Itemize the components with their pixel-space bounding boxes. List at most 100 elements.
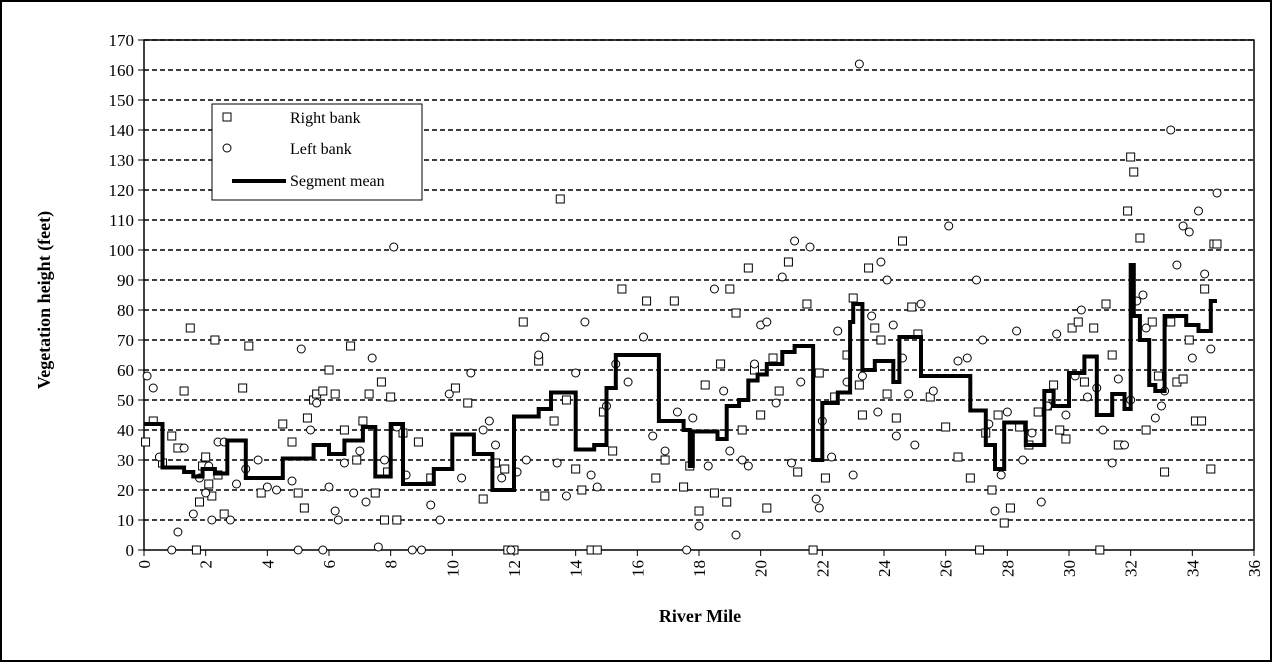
left-bank-point — [910, 440, 920, 450]
left-bank-point — [167, 545, 177, 555]
left-bank-point — [1027, 428, 1037, 438]
right-bank-point — [392, 515, 402, 525]
left-bank-point — [142, 371, 152, 381]
right-bank-point — [891, 413, 901, 423]
right-bank-point — [318, 386, 328, 396]
left-bank-point — [1052, 329, 1062, 339]
x-tick-label: 26 — [937, 560, 956, 577]
left-bank-point — [876, 257, 886, 267]
right-bank-point — [256, 488, 266, 498]
right-bank-point — [1129, 167, 1139, 177]
left-bank-point — [811, 494, 821, 504]
left-bank-point — [867, 311, 877, 321]
right-bank-point — [814, 368, 824, 378]
x-tick-label: 24 — [875, 560, 894, 578]
x-tick-label: 8 — [382, 560, 401, 569]
left-bank-point — [491, 440, 500, 450]
left-bank-point — [972, 275, 981, 285]
legend-left-bank: Left bank — [290, 141, 352, 158]
left-bank-point — [1138, 290, 1148, 300]
left-bank-point — [694, 521, 704, 531]
left-bank-point — [296, 344, 306, 354]
right-bank-point — [762, 503, 772, 513]
left-bank-point — [426, 500, 436, 510]
right-bank-point — [965, 473, 975, 483]
y-tick-label: 90 — [117, 271, 134, 290]
left-bank-point — [750, 359, 759, 369]
right-bank-point — [1079, 377, 1089, 387]
right-bank-point — [731, 308, 741, 318]
y-tick-label: 150 — [109, 91, 135, 110]
left-bank-point — [725, 446, 735, 456]
right-bank-point — [478, 494, 488, 504]
right-bank-point — [1073, 317, 1083, 327]
right-bank-point — [370, 488, 380, 498]
right-bank-point — [1061, 434, 1071, 444]
right-bank-point — [1212, 239, 1222, 249]
left-bank-point — [173, 527, 183, 537]
right-bank-point — [820, 473, 830, 483]
y-tick-label: 10 — [117, 511, 134, 530]
right-bank-point — [219, 509, 229, 519]
left-bank-point — [417, 545, 426, 555]
right-bank-point — [651, 473, 661, 483]
left-bank-point — [904, 389, 914, 399]
right-bank-point — [737, 425, 747, 435]
left-bank-point — [990, 506, 1000, 516]
left-bank-point — [367, 353, 377, 363]
y-tick-label: 30 — [117, 451, 134, 470]
right-bank-point — [694, 506, 704, 516]
right-bank-point — [898, 236, 907, 246]
right-bank-point — [1067, 323, 1077, 333]
left-bank-point — [312, 398, 322, 408]
left-bank-point — [953, 356, 963, 366]
right-bank-point — [774, 386, 784, 396]
left-bank-point — [361, 497, 371, 507]
legend-box — [211, 103, 423, 201]
right-bank-point — [540, 491, 550, 501]
left-bank-point — [355, 446, 365, 456]
y-tick-label: 170 — [109, 31, 135, 50]
left-bank-point — [787, 458, 796, 468]
right-bank-point — [953, 452, 963, 462]
right-bank-point — [1095, 545, 1105, 555]
left-bank-point — [466, 368, 476, 378]
left-bank-point — [339, 458, 349, 468]
y-tick-label: 70 — [117, 331, 134, 350]
right-bank-point — [376, 377, 386, 387]
right-bank-point — [167, 431, 177, 441]
x-tick-label: 36 — [1245, 560, 1264, 577]
y-tick-label: 110 — [109, 211, 134, 230]
left-bank-point — [207, 515, 217, 525]
left-bank-point — [771, 398, 781, 408]
left-bank-point — [586, 470, 596, 480]
right-bank-point — [244, 341, 254, 351]
x-tick-label: 12 — [505, 560, 524, 577]
right-bank-point — [854, 380, 864, 390]
x-tick-label: 6 — [320, 560, 339, 569]
right-bank-point — [975, 545, 985, 555]
left-bank-point — [1083, 392, 1092, 402]
x-tick-label: 2 — [197, 560, 216, 569]
series-segment-mean — [144, 263, 1217, 492]
left-bank-point — [1206, 344, 1216, 354]
left-bank-point — [188, 509, 198, 519]
right-bank-point — [722, 497, 732, 507]
right-bank-point — [1184, 335, 1194, 345]
left-bank-point — [703, 461, 713, 471]
right-bank-point — [870, 323, 880, 333]
right-bank-point — [802, 299, 812, 309]
left-bank-point — [324, 482, 334, 492]
y-tick-label: 100 — [109, 241, 135, 260]
left-bank-point — [497, 473, 507, 483]
x-tick-label: 18 — [690, 560, 709, 577]
left-bank-point — [660, 446, 670, 456]
right-bank-point — [352, 455, 362, 465]
left-bank-point — [1018, 455, 1028, 465]
left-bank-point — [688, 413, 698, 423]
right-bank-point — [700, 380, 710, 390]
y-tick-label: 130 — [109, 151, 135, 170]
legend: Right bank Left bank Segment mean — [211, 103, 423, 201]
x-axis-title: River Mile — [659, 606, 741, 626]
